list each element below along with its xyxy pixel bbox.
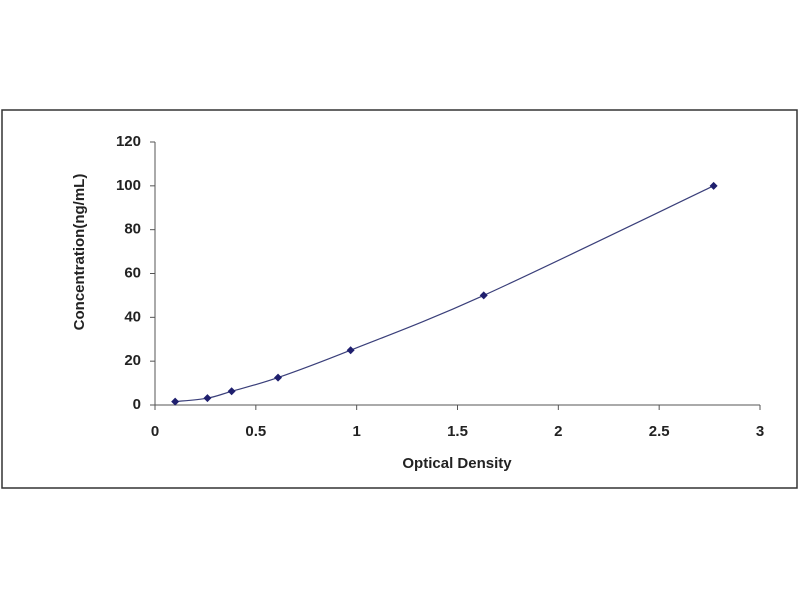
y-tick-label: 40	[124, 308, 141, 325]
y-tick-label: 0	[133, 396, 141, 413]
y-tick-label: 60	[124, 264, 141, 281]
data-point	[171, 397, 180, 406]
x-tick-label: 1.5	[447, 423, 468, 440]
x-tick-label: 2.5	[649, 423, 670, 440]
x-tick-label: 1	[352, 423, 360, 440]
x-tick-label: 0	[151, 423, 159, 440]
data-point	[203, 394, 212, 403]
x-tick-label: 0.5	[245, 423, 266, 440]
data-point	[479, 291, 488, 300]
y-axis-label: Concentration(ng/mL)	[71, 174, 88, 331]
y-tick-label: 20	[124, 352, 141, 369]
chart-frame	[1, 109, 798, 489]
x-tick-label: 3	[756, 423, 764, 440]
y-tick-label: 100	[116, 177, 141, 194]
data-point	[227, 387, 236, 396]
data-point	[709, 181, 718, 190]
data-point	[274, 373, 283, 382]
x-tick-label: 2	[554, 423, 562, 440]
data-point	[346, 346, 355, 355]
x-axis-label: Optical Density	[402, 455, 512, 472]
y-tick-label: 80	[124, 221, 141, 238]
y-tick-label: 120	[116, 133, 141, 150]
fit-curve	[175, 185, 714, 403]
